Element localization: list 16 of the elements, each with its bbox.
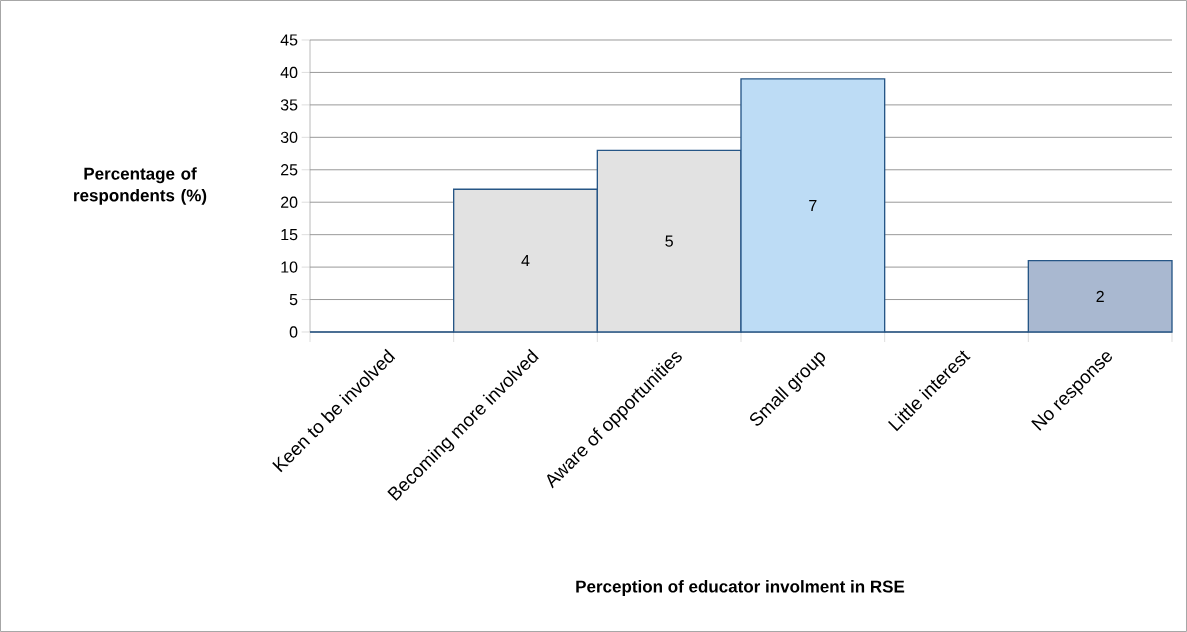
x-axis-title: Perception of educator involment in RSE [576, 580, 905, 596]
y-tick-label: 0 [289, 326, 298, 338]
y-tick-label: 25 [281, 164, 298, 176]
y-tick-label: 20 [281, 196, 298, 208]
y-tick-label: 40 [280, 66, 298, 79]
y-tick-label: 30 [280, 131, 298, 143]
annotation: 4 [521, 255, 530, 267]
annotation: 5 [665, 235, 673, 247]
y-tick-label: 15 [281, 229, 298, 241]
y-tick-label: 45 [280, 34, 298, 46]
y-tick-label: 10 [281, 261, 298, 273]
annotation: 2 [1096, 290, 1104, 302]
y-tick-label: 5 [289, 293, 298, 306]
y-axis-title: Percentage of respondents (%) [74, 167, 207, 205]
annotation: 7 [809, 199, 817, 211]
y-tick-label: 35 [280, 99, 298, 111]
